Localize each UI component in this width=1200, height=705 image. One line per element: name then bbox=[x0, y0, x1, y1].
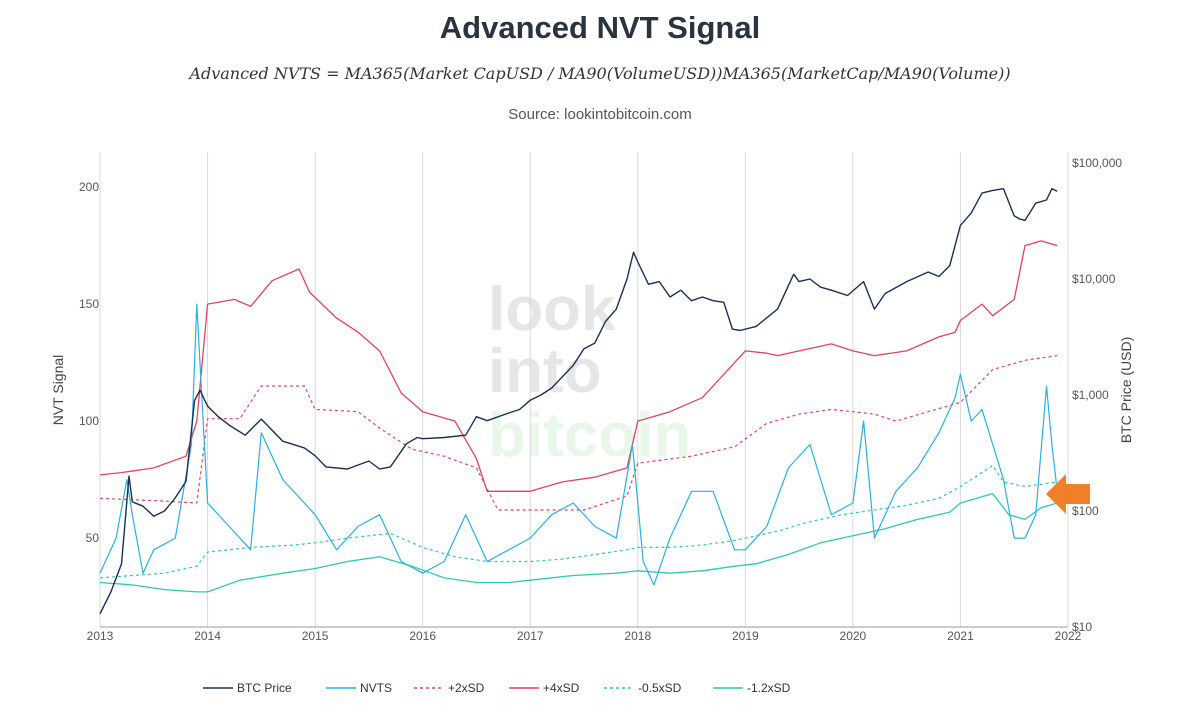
y2-tick-label: $10 bbox=[1072, 620, 1092, 634]
y-tick-label: 100 bbox=[79, 414, 99, 428]
x-tick-label: 2014 bbox=[194, 629, 221, 643]
orange-arrow-icon bbox=[1046, 474, 1090, 514]
series-line-nvts bbox=[99, 303, 1058, 586]
x-tick-label: 2019 bbox=[732, 629, 759, 643]
x-tick-label: 2018 bbox=[624, 629, 651, 643]
y2-axis-label: BTC Price (USD) bbox=[1118, 337, 1134, 444]
series-line-2xsd bbox=[99, 355, 1058, 511]
series-line-05xsd bbox=[99, 464, 1058, 579]
watermark: look into bitcoin bbox=[488, 275, 691, 470]
x-tick-label: 2021 bbox=[947, 629, 974, 643]
x-tick-label: 2022 bbox=[1055, 629, 1082, 643]
legend-label: -0.5xSD bbox=[638, 681, 682, 695]
y2-tick-label: $10,000 bbox=[1072, 272, 1116, 286]
legend-label: +4xSD bbox=[543, 681, 580, 695]
watermark-bitcoin: bitcoin bbox=[488, 401, 691, 470]
series-line-btcprice bbox=[99, 187, 1058, 615]
y2-tick-label: $100,000 bbox=[1072, 156, 1122, 170]
axes: 2013 2014 2015 2016 2017 2018 2019 2020 2021 2022… bbox=[50, 156, 1134, 643]
legend: BTC Price NVTS +2xSD +4xSD -0.5xSD -1.2xSD bbox=[203, 681, 791, 695]
legend-label: +2xSD bbox=[448, 681, 485, 695]
legend-label: NVTS bbox=[360, 681, 392, 695]
series-line-12xsd bbox=[99, 492, 1058, 593]
series-line-4xsd bbox=[99, 240, 1058, 492]
watermark-into: into bbox=[488, 337, 602, 406]
legend-label: -1.2xSD bbox=[747, 681, 791, 695]
grid-lines bbox=[99, 152, 1069, 627]
y-tick-label: 200 bbox=[79, 180, 99, 194]
y2-tick-label: $100 bbox=[1072, 504, 1099, 518]
y-tick-label: 150 bbox=[79, 297, 99, 311]
x-tick-label: 2020 bbox=[840, 629, 867, 643]
legend-label: BTC Price bbox=[237, 681, 292, 695]
y2-tick-label: $1,000 bbox=[1072, 388, 1109, 402]
series-group bbox=[99, 187, 1058, 615]
x-tick-label: 2013 bbox=[87, 629, 114, 643]
y-tick-label: 50 bbox=[86, 531, 100, 545]
x-tick-label: 2017 bbox=[517, 629, 544, 643]
watermark-look: look bbox=[488, 275, 616, 344]
y-axis-label: NVT Signal bbox=[50, 355, 66, 426]
x-tick-label: 2015 bbox=[302, 629, 329, 643]
source-label: Source: lookintobitcoin.com bbox=[508, 106, 692, 123]
chart-title: Advanced NVT Signal bbox=[439, 10, 761, 45]
x-tick-label: 2016 bbox=[409, 629, 436, 643]
formula-subtitle: Advanced NVTS = MA365(Market CapUSD / MA… bbox=[189, 64, 1011, 83]
